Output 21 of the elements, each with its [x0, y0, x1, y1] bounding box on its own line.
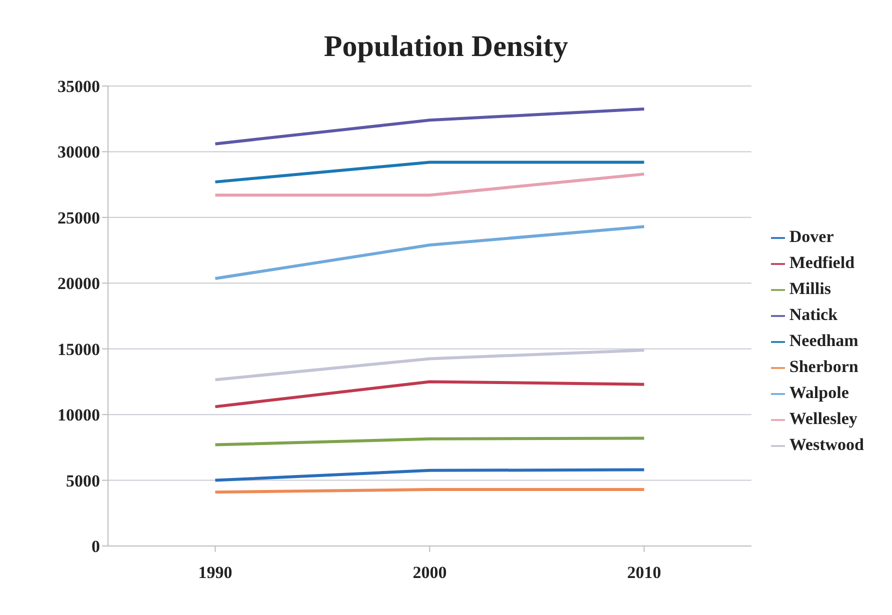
x-tick-label: 2010 — [627, 563, 662, 582]
y-tick-label: 0 — [92, 537, 100, 556]
legend-label: Westwood — [789, 435, 864, 454]
y-tick-label: 20000 — [58, 274, 100, 294]
y-tick-label: 15000 — [58, 340, 100, 359]
legend-label: Dover — [789, 227, 834, 246]
legend-label: Needham — [789, 331, 858, 350]
legend-label: Walpole — [789, 383, 849, 402]
legend-label: Medfield — [789, 253, 855, 272]
y-tick-label: 5000 — [66, 471, 100, 490]
x-tick-label: 2000 — [412, 563, 447, 582]
y-tick-label: 10000 — [58, 406, 100, 425]
y-tick-label: 35000 — [58, 77, 100, 96]
chart-title: Population Density — [322, 29, 570, 65]
y-tick-label: 25000 — [58, 208, 100, 228]
legend-label: Wellesley — [789, 409, 858, 428]
legend-label: Sherborn — [789, 357, 858, 376]
x-tick-label: 1990 — [198, 563, 232, 582]
y-tick-label: 30000 — [58, 142, 100, 162]
legend-label: Millis — [789, 279, 831, 298]
legend-label: Natick — [789, 305, 838, 324]
